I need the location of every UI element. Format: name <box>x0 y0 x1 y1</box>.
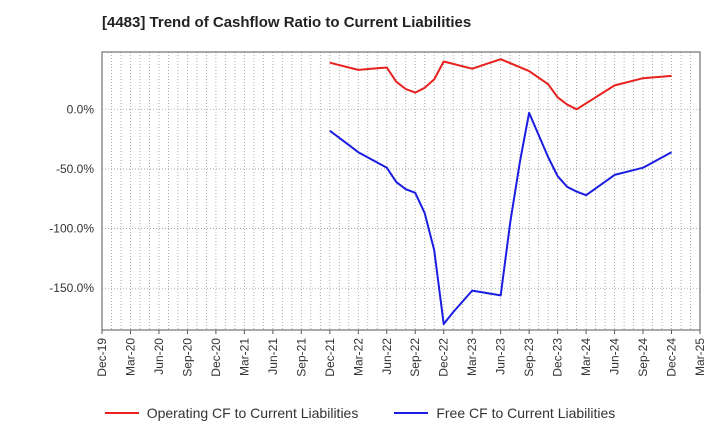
grid <box>102 52 700 330</box>
x-tick-label: Mar-20 <box>123 338 137 376</box>
x-tick-label: Dec-21 <box>323 338 337 377</box>
legend-swatch-operating-cf <box>104 412 139 414</box>
x-tick-label: Mar-25 <box>693 338 707 376</box>
plot-frame <box>101 51 701 331</box>
x-tick-label: Dec-20 <box>209 338 223 377</box>
x-tick-label: Sep-23 <box>522 338 536 377</box>
y-axis: 0.0% -50.0% -100.0% -150.0% <box>49 102 94 295</box>
x-tick-label: Jun-20 <box>152 338 166 375</box>
x-tick-label: Dec-19 <box>95 338 109 377</box>
x-tick-label: Jun-22 <box>380 338 394 375</box>
x-tick-label: Sep-22 <box>408 338 422 377</box>
y-tick-label: -150.0% <box>49 281 94 295</box>
x-tick-label: Dec-24 <box>665 338 679 377</box>
x-tick-label: Dec-23 <box>551 338 565 377</box>
x-tick-label: Mar-23 <box>465 338 479 376</box>
x-tick-label: Mar-24 <box>579 338 593 376</box>
x-tick-label: Jun-23 <box>494 338 508 375</box>
operating-cf-series-line <box>329 58 672 111</box>
y-tick-label: -100.0% <box>49 222 94 236</box>
legend: Operating CF to Current Liabilities Free… <box>0 405 720 421</box>
x-tick-label: Sep-20 <box>180 338 194 377</box>
y-tick-label: 0.0% <box>67 102 95 116</box>
x-tick-label: Sep-21 <box>294 338 308 377</box>
y-tick-label: -50.0% <box>56 162 94 176</box>
x-tick-label: Mar-22 <box>351 338 365 376</box>
x-tick-label: Sep-24 <box>636 338 650 377</box>
x-tick-label: Mar-21 <box>237 338 251 376</box>
x-tick-label: Jun-21 <box>266 338 280 375</box>
legend-label-operating-cf: Operating CF to Current Liabilities <box>146 405 359 421</box>
x-axis: Dec-19 Mar-20 Jun-20 Sep-20 Dec-20 Mar-21 Jun-… <box>95 330 707 377</box>
legend-item-operating-cf: Operating CF to Current Liabilities <box>104 405 359 421</box>
legend-swatch-free-cf <box>394 412 429 414</box>
series-layer <box>329 58 672 325</box>
x-tick-label: Dec-22 <box>437 338 451 377</box>
legend-item-free-cf: Free CF to Current Liabilities <box>394 405 615 421</box>
x-tick-label: Jun-24 <box>608 338 622 375</box>
chart-title: [4483] Trend of Cashflow Ratio to Curren… <box>102 14 472 31</box>
legend-label-free-cf: Free CF to Current Liabilities <box>436 405 616 421</box>
free-cf-series-line <box>329 111 672 325</box>
